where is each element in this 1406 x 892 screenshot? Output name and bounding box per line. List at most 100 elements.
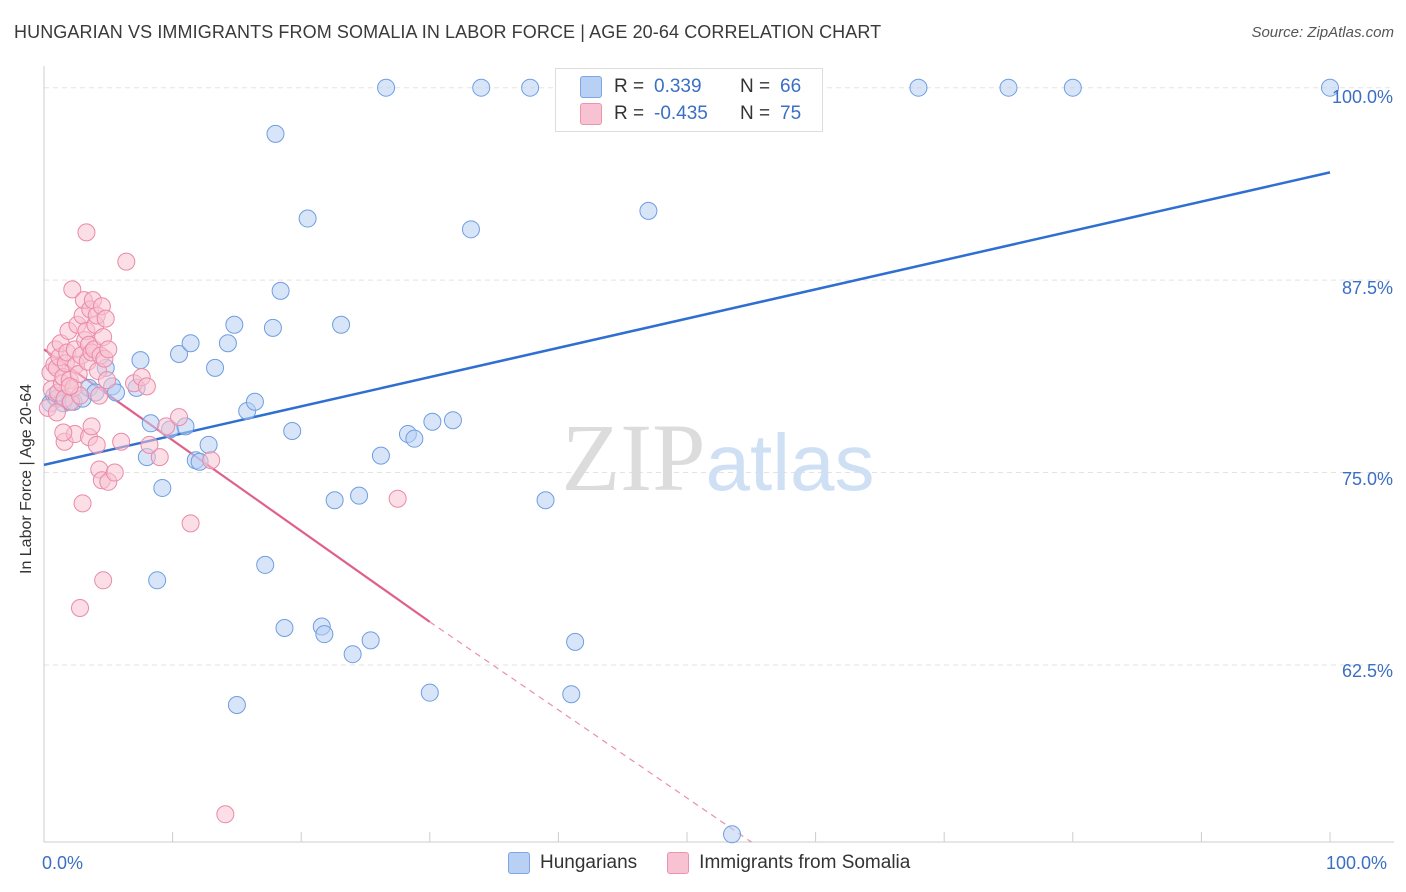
point-hungarians bbox=[283, 421, 302, 440]
y-axis-label: In Labor Force | Age 20-64 bbox=[18, 383, 35, 574]
point-hungarians bbox=[332, 315, 351, 334]
point-hungarians bbox=[521, 78, 540, 97]
legend-label-somalia: Immigrants from Somalia bbox=[699, 852, 911, 873]
series-legend: Hungarians Immigrants from Somalia bbox=[508, 852, 940, 874]
point-hungarians bbox=[153, 478, 172, 497]
point-hungarians bbox=[461, 220, 480, 239]
point-hungarians bbox=[999, 78, 1018, 97]
legend-swatch-blue bbox=[508, 852, 530, 874]
point-somalia bbox=[137, 377, 156, 396]
legend-label-hungarians: Hungarians bbox=[540, 852, 638, 873]
y-tick-label-75: 75.0% bbox=[1341, 469, 1393, 489]
point-hungarians bbox=[227, 695, 246, 714]
point-somalia bbox=[94, 571, 113, 590]
point-hungarians bbox=[639, 201, 658, 220]
axes bbox=[43, 66, 1394, 843]
n-label: N = bbox=[740, 76, 771, 97]
legend-swatch-pink bbox=[580, 103, 602, 125]
point-hungarians bbox=[472, 78, 491, 97]
point-somalia bbox=[63, 280, 82, 299]
point-hungarians bbox=[271, 281, 290, 300]
point-hungarians bbox=[131, 351, 150, 370]
point-hungarians bbox=[1063, 78, 1082, 97]
point-somalia bbox=[388, 489, 407, 508]
point-somalia bbox=[150, 448, 169, 467]
point-hungarians bbox=[350, 486, 369, 505]
point-hungarians bbox=[562, 685, 581, 704]
point-hungarians bbox=[909, 78, 928, 97]
x-tick-label-max: 100.0% bbox=[1326, 853, 1388, 873]
r-label: R = bbox=[614, 76, 645, 97]
point-somalia bbox=[71, 599, 90, 618]
point-hungarians bbox=[245, 392, 264, 411]
point-somalia bbox=[73, 494, 92, 513]
legend-row-hungarians: R = 0.339 N = 66 bbox=[580, 74, 801, 100]
point-somalia bbox=[69, 365, 88, 384]
point-hungarians bbox=[405, 429, 424, 448]
y-tick-label-87-5: 87.5% bbox=[1341, 278, 1393, 298]
n-value: 66 bbox=[780, 76, 802, 97]
point-somalia bbox=[98, 371, 117, 390]
y-tick-label-62-5: 62.5% bbox=[1341, 661, 1393, 681]
legend-swatch-pink bbox=[667, 852, 690, 874]
point-hungarians bbox=[723, 825, 742, 844]
point-hungarians bbox=[377, 78, 396, 97]
point-somalia bbox=[105, 463, 124, 482]
y-tick-label-100: 100.0% bbox=[1331, 87, 1393, 107]
point-somalia bbox=[54, 423, 73, 442]
point-hungarians bbox=[199, 435, 218, 454]
legend-item-somalia: Immigrants from Somalia bbox=[667, 852, 910, 874]
watermark-zip: ZIP bbox=[562, 404, 706, 511]
point-somalia bbox=[60, 377, 79, 396]
point-hungarians bbox=[275, 619, 294, 638]
point-hungarians bbox=[181, 334, 200, 353]
point-hungarians bbox=[206, 358, 225, 377]
trend-line-somalia-extension bbox=[429, 621, 752, 843]
point-somalia bbox=[157, 417, 176, 436]
point-hungarians bbox=[423, 412, 442, 431]
x-tick-label-min: 0.0% bbox=[42, 853, 84, 873]
point-somalia bbox=[87, 435, 106, 454]
r-value: 0.339 bbox=[654, 76, 702, 97]
point-somalia bbox=[112, 432, 131, 451]
point-hungarians bbox=[315, 625, 334, 644]
r-label: R = bbox=[614, 103, 645, 124]
point-somalia bbox=[90, 386, 109, 405]
legend-item-hungarians: Hungarians bbox=[508, 852, 637, 874]
point-hungarians bbox=[325, 491, 344, 510]
n-value: 75 bbox=[780, 103, 802, 124]
point-hungarians bbox=[420, 683, 439, 702]
data-points bbox=[38, 78, 1339, 844]
r-value: -0.435 bbox=[654, 103, 708, 124]
point-hungarians bbox=[218, 334, 237, 353]
point-somalia bbox=[170, 408, 189, 427]
point-somalia bbox=[82, 417, 101, 436]
point-hungarians bbox=[361, 631, 380, 650]
point-somalia bbox=[77, 223, 96, 242]
point-hungarians bbox=[266, 124, 285, 143]
point-hungarians bbox=[443, 411, 462, 430]
point-hungarians bbox=[566, 632, 585, 651]
point-hungarians bbox=[141, 414, 160, 433]
point-hungarians bbox=[536, 491, 555, 510]
source-label: Source: ZipAtlas.com bbox=[1251, 24, 1394, 41]
point-hungarians bbox=[298, 209, 317, 228]
n-label: N = bbox=[740, 103, 771, 124]
point-hungarians bbox=[225, 315, 244, 334]
point-hungarians bbox=[1321, 78, 1339, 97]
point-hungarians bbox=[263, 318, 282, 337]
point-somalia bbox=[47, 403, 66, 422]
trend-line-hungarians bbox=[43, 171, 1331, 467]
correlation-legend: R = 0.339 N = 66 R = -0.435 N = 75 bbox=[555, 68, 823, 132]
point-hungarians bbox=[371, 446, 390, 465]
legend-row-somalia: R = -0.435 N = 75 bbox=[580, 101, 801, 127]
point-hungarians bbox=[343, 645, 362, 664]
point-somalia bbox=[140, 435, 159, 454]
legend-swatch-blue bbox=[580, 76, 602, 98]
point-somalia bbox=[181, 514, 200, 533]
point-hungarians bbox=[148, 571, 167, 590]
grid-lines bbox=[44, 87, 1394, 666]
point-somalia bbox=[96, 309, 115, 328]
watermark-atlas: atlas bbox=[706, 418, 875, 507]
